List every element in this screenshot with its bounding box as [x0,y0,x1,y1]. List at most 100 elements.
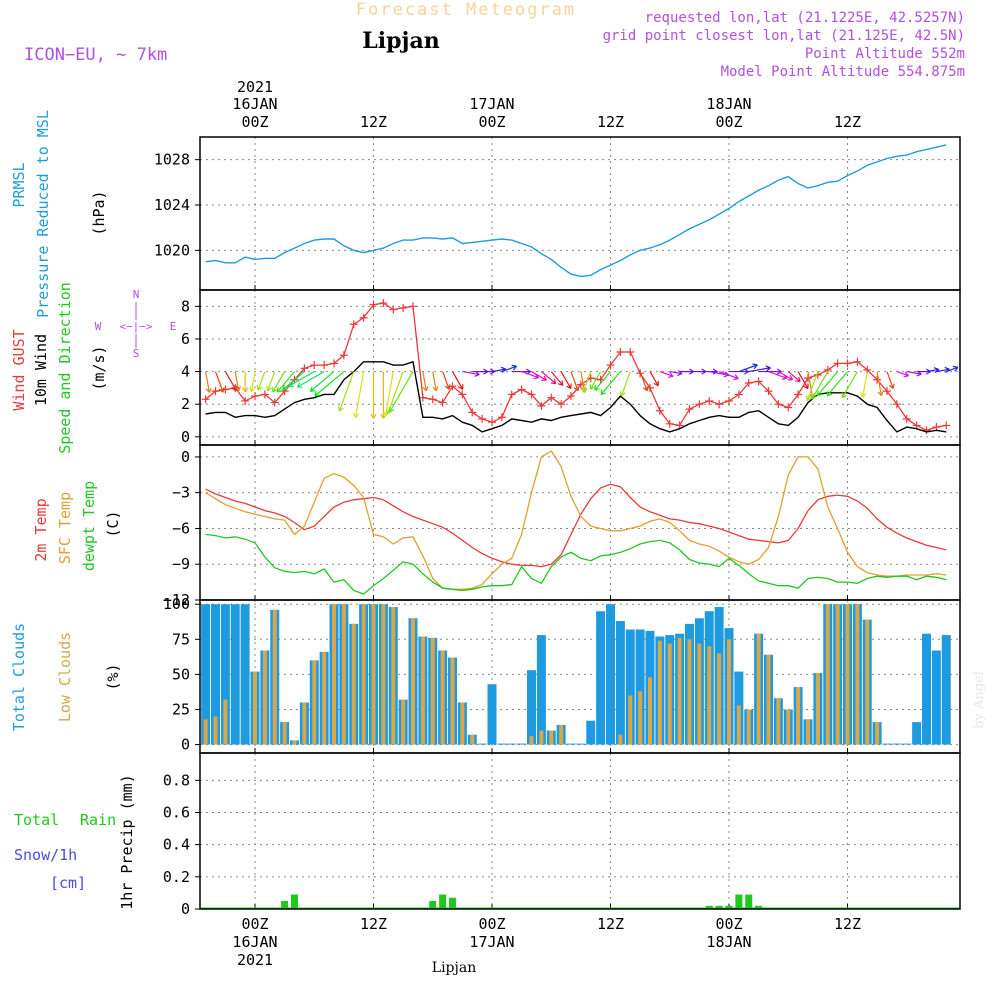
gust-point [300,364,309,373]
low-cloud-bar [845,604,850,745]
clouds-label-low: Low Clouds [56,632,74,722]
pressure-label-prmsl: PRMSL [10,162,28,207]
y-tick-label: 1028 [154,151,190,169]
y-tick-label: −3 [172,484,190,502]
wind-direction-arrow [926,368,939,373]
y-tick-label: −9 [172,555,190,573]
rain-bar [755,905,763,909]
y-tick-label: 1020 [154,241,190,259]
wind-direction-arrow [946,366,959,373]
bottom-date-label: 17JAN [469,933,514,951]
total-cloud-bar [211,604,220,745]
y-tick-label: 100 [163,595,190,613]
wind-arrow-head [619,390,626,397]
wind-direction-arrow [806,371,819,401]
wind-direction-arrow [876,371,882,396]
y-tick-label: 50 [172,665,190,683]
rain-bar [735,894,743,909]
wind-arrow-head [877,390,884,397]
total-cloud-bar [882,743,892,745]
temp-dewpt-line [205,533,947,595]
gust-point [843,359,852,368]
wind-arrow-head [288,381,294,387]
wind-direction-arrow [338,371,355,412]
low-cloud-bar [401,699,406,745]
wind-arrow-head [841,392,848,399]
wind-direction-arrow [276,371,295,393]
wind-arrow-head [803,383,809,390]
wind-arrow-head [314,391,320,397]
low-cloud-bar [361,604,366,745]
gust-point [211,387,220,396]
gust-point [251,392,259,401]
total-cloud-bar [922,633,931,745]
header: Forecast Meteogram Lipjan ICON−EU, ∼ 7km… [24,0,965,80]
top-hour-label: 00Z [715,113,742,131]
gust-point [883,387,891,396]
total-cloud-bar [596,611,606,745]
y-tick-label: 2 [181,395,190,413]
wind-direction-arrow [257,371,266,391]
wind-arrow-head [668,372,674,378]
low-cloud-bar [736,705,741,745]
total-cloud-bar [606,604,615,745]
footer-location: Lipjan [432,960,476,976]
wind-label-10m: 10m Wind [32,334,50,406]
wind-direction-arrow [550,371,564,386]
temp-label-dewpt: dewpt Temp [80,481,98,571]
low-cloud-bar [430,637,435,745]
y-tick-label: 0.4 [163,836,190,854]
gust-point [567,392,575,401]
wind-direction-arrow [462,370,480,376]
y-tick-label: −6 [172,519,190,537]
wind-direction-arrow [841,371,858,398]
wind-direction-arrow [768,371,788,379]
gust-point [497,413,506,422]
low-cloud-bar [341,604,346,745]
bottom-date-label: 18JAN [706,933,751,951]
wind-direction-arrow [811,371,829,400]
low-cloud-bar [628,695,633,745]
wind-direction-arrow [589,371,602,390]
gust-point [655,406,664,415]
wind-arrow-head [557,380,564,386]
gust-point [744,379,753,387]
top-date-label: 16JAN [232,95,277,113]
wind-arrow-head [422,385,429,392]
low-cloud-bar [460,702,465,745]
compass-w: W [95,320,102,333]
low-cloud-bar [322,651,327,745]
low-cloud-bar [559,724,564,745]
total-cloud-bar [507,743,517,745]
wind-arrow-head [337,406,344,412]
gust-point [379,299,388,308]
low-cloud-bar [292,740,297,745]
rain-bar [725,905,733,909]
wind-panel: 0 2 4 6 8 Wind GUST 10m Wind Speed and Direc… [10,282,961,454]
low-cloud-bar [253,671,257,745]
wind-direction-arrow [906,370,922,375]
wind-direction-arrow [570,371,579,391]
rain-bar [439,894,447,909]
wind-arrow-head [249,386,256,393]
pressure-label-msl: Pressure Reduced to MSL [34,110,52,318]
gust-point [527,390,536,399]
y-tick-label: 1024 [154,196,190,214]
wind-direction-arrow [778,371,793,381]
total-cloud-bar [576,743,586,745]
total-cloud-bar [892,743,902,745]
low-cloud-bar [667,643,672,745]
precip-unit: 1hr Precip (mm) [118,774,136,909]
wind-label-dir: Speed and Direction [56,282,74,454]
gust-point [616,348,625,356]
total-cloud-bar [230,604,240,745]
gust-point [260,390,269,399]
clouds-panel: 0 25 50 75 100 Total Clouds Low Clouds (%) b… [10,595,987,754]
wind-arrow-head [765,365,771,372]
wind-direction-arrow [491,368,506,373]
gust-point [349,320,358,329]
low-cloud-bar [529,736,534,745]
wind-direction-arrow [267,371,276,391]
gust-point [833,359,842,368]
